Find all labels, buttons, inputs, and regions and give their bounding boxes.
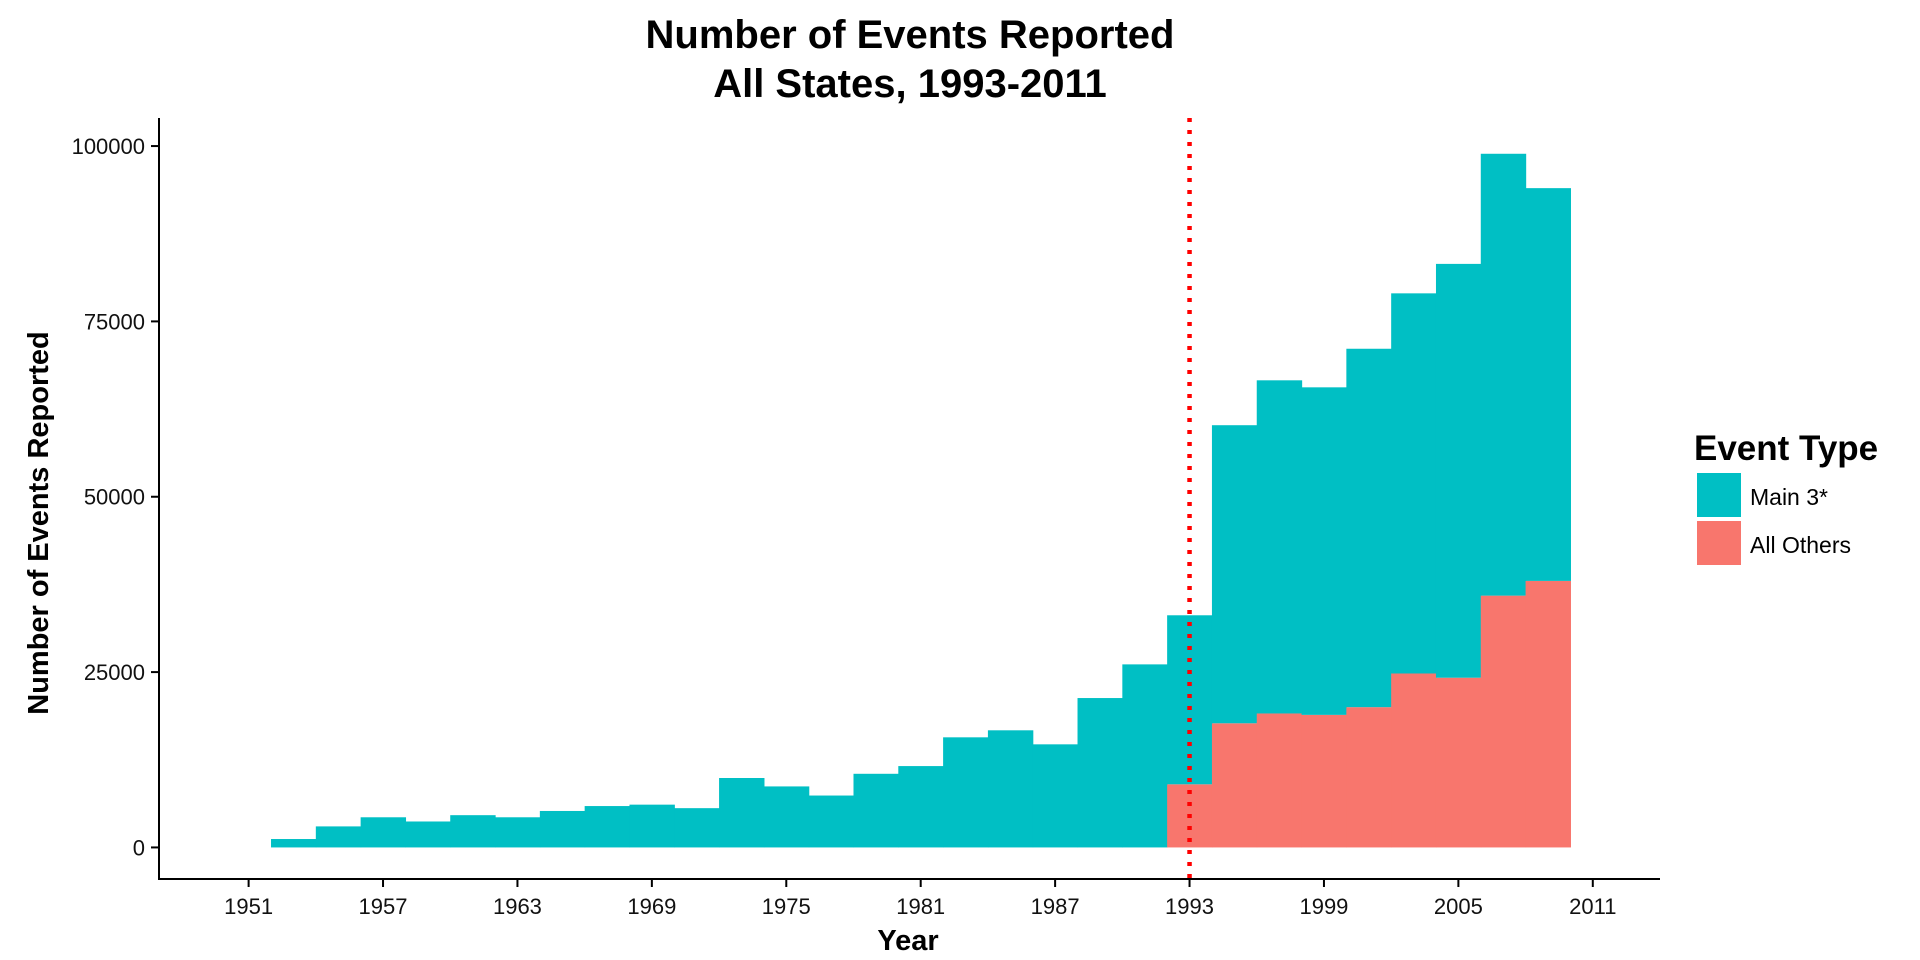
bar-main3-2009 [1525,188,1571,581]
bar-main3-1967 [584,806,631,848]
x-tick-label-1999: 1999 [1299,894,1348,919]
bar-main3-1975 [763,786,810,848]
bar-main3-2007 [1480,153,1527,596]
bar-main3-1987 [1032,744,1079,848]
bar-main3-1971 [674,808,720,848]
bar-all-others-1995 [1211,723,1258,848]
chart-subtitle: All States, 1993-2011 [713,62,1107,106]
bar-all-others-1999 [1301,714,1347,848]
y-tick-label-50000: 50000 [84,485,145,510]
bar-main3-1991 [1122,664,1168,848]
y-axis-ticks: 0 25000 50000 75000 100000 [72,134,159,860]
x-axis-ticks: 1951 1957 1963 1969 1975 1981 1987 1993 1999 2005… [224,879,1616,919]
x-tick-label-1987: 1987 [1031,894,1080,919]
bar-main3-1963 [495,817,541,848]
bar-main3-1957 [360,817,407,848]
legend-swatch-main3 [1697,473,1741,517]
y-tick-label-100000: 100000 [72,134,145,159]
bar-all-others-2005 [1435,677,1482,848]
y-tick-label-25000: 25000 [84,660,145,685]
bar-main3-1989 [1077,698,1123,848]
x-tick-label-2011: 2011 [1569,894,1616,919]
y-tick-label-75000: 75000 [84,309,145,334]
bar-main3-2001 [1346,348,1392,708]
bar-main3-1969 [629,804,675,848]
bar-main3-1985 [987,730,1034,848]
legend-swatch-all-others [1697,521,1741,565]
bar-main3-1983 [943,737,989,848]
bar-main3-1993 [1167,615,1213,785]
legend-label-all-others: All Others [1750,532,1851,558]
x-tick-label-1957: 1957 [359,894,408,919]
bar-main3-1955 [315,826,362,848]
legend-title: Event Type [1694,429,1878,468]
legend: Event Type Main 3* All Others [1694,429,1878,565]
y-axis-title: Number of Events Reported [23,331,55,715]
bar-main3-1959 [405,821,451,848]
bar-all-others-2009 [1525,580,1571,848]
x-tick-label-1975: 1975 [762,894,811,919]
legend-label-main3: Main 3* [1750,484,1828,510]
bar-main3-2005 [1435,263,1482,678]
bar-all-others-2001 [1346,707,1392,848]
bar-main3-1979 [853,773,899,848]
bar-all-others-2007 [1480,595,1527,848]
bar-main3-1961 [450,815,496,848]
y-tick-label-0: 0 [133,835,145,860]
bar-all-others-2003 [1391,673,1437,848]
x-tick-label-1981: 1981 [896,894,945,919]
x-tick-label-2005: 2005 [1434,894,1483,919]
bars-layer [271,153,1571,848]
bar-main3-1977 [808,795,855,848]
bar-all-others-1997 [1256,713,1303,848]
x-axis-title: Year [877,925,938,957]
bar-main3-1965 [539,810,586,848]
chart-title: Number of Events Reported [646,13,1175,57]
x-tick-label-1963: 1963 [493,894,542,919]
x-tick-label-1969: 1969 [627,894,676,919]
bar-main3-1999 [1301,387,1347,715]
bar-main3-1997 [1256,380,1303,714]
bar-main3-1995 [1211,425,1258,724]
bar-main3-1973 [719,778,765,848]
bar-main3-1953 [271,839,317,848]
x-tick-label-1951: 1951 [224,894,273,919]
bar-main3-1981 [898,766,944,848]
x-tick-label-1993: 1993 [1165,894,1214,919]
bar-main3-2003 [1391,293,1437,674]
